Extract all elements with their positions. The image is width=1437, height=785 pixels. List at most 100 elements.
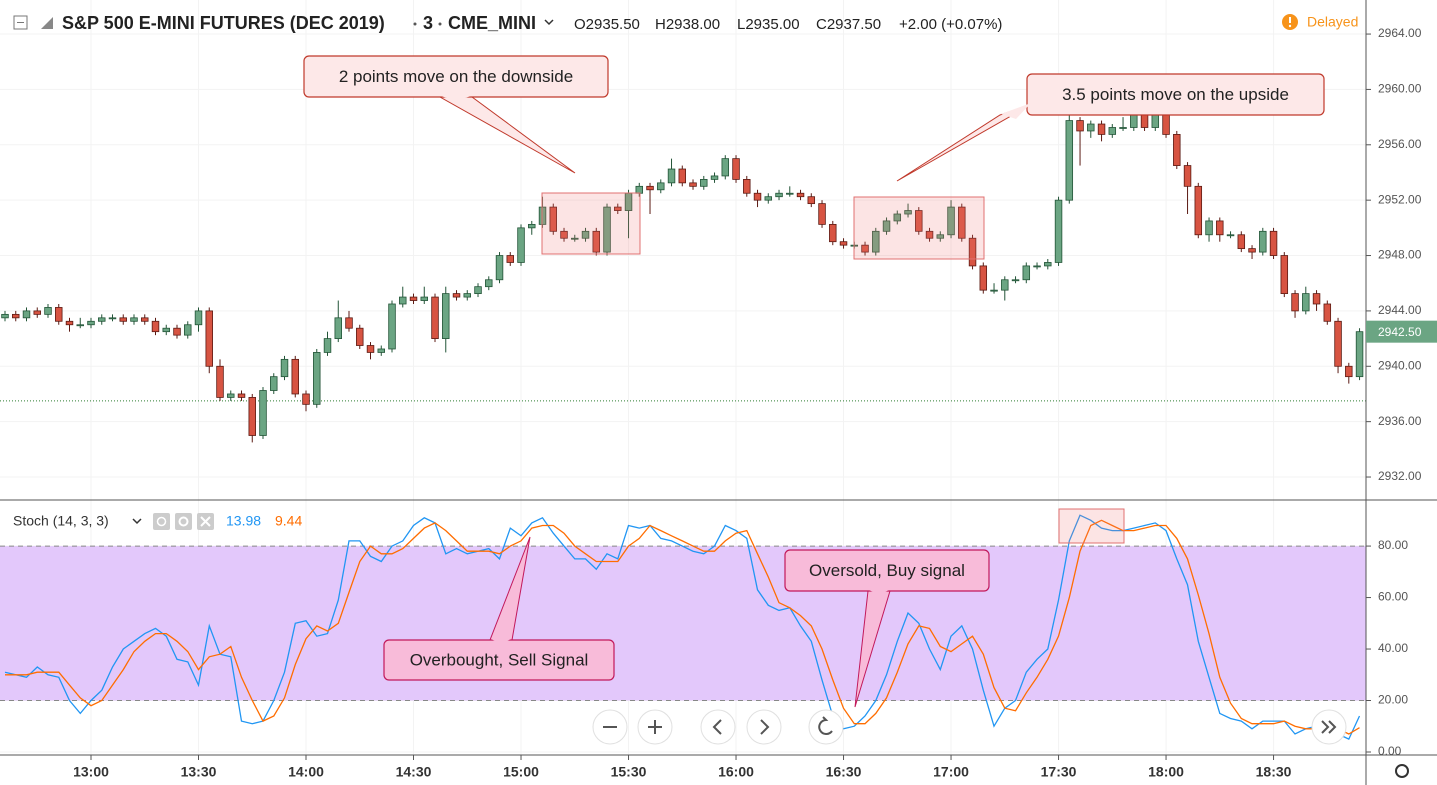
candle-body (1173, 134, 1181, 166)
candle-body (829, 223, 837, 243)
candle-body (291, 358, 299, 395)
candle-body (1183, 165, 1192, 187)
candle-body (334, 317, 342, 339)
k-value: 13.98 (226, 513, 261, 529)
x-tick-label: 16:30 (826, 764, 862, 780)
candle-body (528, 223, 536, 229)
candle-body (592, 230, 601, 253)
candle-body (549, 206, 558, 232)
candle-body (764, 196, 773, 201)
candle-body (936, 234, 945, 239)
header-low: L2935.00 (737, 16, 800, 33)
candle-body (1248, 248, 1256, 253)
candle-body (1130, 113, 1138, 128)
y-tick-label: 60.00 (1378, 590, 1408, 604)
candle-body (1044, 262, 1052, 267)
candle-body (1001, 279, 1009, 291)
candle-body (356, 327, 364, 346)
candle-body (119, 317, 127, 322)
candle-body (1054, 199, 1063, 263)
symbol-title[interactable]: S&P 500 E-MINI FUTURES (DEC 2019) (62, 13, 385, 33)
reset-button[interactable] (808, 709, 844, 745)
candle-body (87, 320, 95, 326)
candle-body (98, 317, 106, 322)
candle-body (1140, 113, 1149, 128)
candle-body (1259, 230, 1267, 253)
candle-body (313, 352, 321, 405)
y-tick-label: 40.00 (1378, 641, 1408, 655)
callout-join (441, 96, 471, 101)
x-tick-label: 14:30 (396, 764, 432, 780)
x-tick-label: 14:00 (288, 764, 324, 780)
highlight-box (541, 192, 641, 255)
candle-body (151, 320, 160, 333)
candle-body (1151, 113, 1160, 128)
candle-body (614, 206, 622, 211)
candle-body (259, 390, 267, 436)
scroll-left-button[interactable] (700, 709, 736, 745)
visibility-icon (156, 516, 167, 527)
candle-body (12, 313, 20, 319)
stoch-line (4, 514, 1361, 740)
candle-body (786, 192, 794, 195)
symbol-icon (41, 17, 53, 29)
candle-body (1194, 185, 1203, 236)
d-value: 9.44 (275, 513, 302, 529)
candle-body (280, 358, 289, 378)
candle-body (775, 192, 783, 198)
candle-body (377, 348, 385, 353)
x-tick-label: 13:00 (73, 764, 109, 780)
y-tick-label: 2960.00 (1378, 82, 1422, 96)
candle-body (581, 230, 590, 239)
header-close: C2937.50 (816, 16, 881, 33)
candle-body (194, 310, 203, 326)
settings-button[interactable] (175, 513, 192, 530)
candle-body (431, 296, 439, 339)
candle-body (893, 213, 902, 222)
indicator-title[interactable]: Stoch (14, 3, 3) (13, 513, 109, 529)
x-tick-label: 18:30 (1256, 764, 1292, 780)
candle-body (947, 206, 955, 236)
candle-body (1280, 255, 1289, 295)
candle-body (55, 307, 63, 322)
exchange[interactable]: CME_MINI (448, 13, 536, 33)
candle-body (237, 393, 246, 398)
candle-body (657, 182, 665, 191)
candle-body (979, 265, 988, 291)
y-tick-label: 2952.00 (1378, 192, 1422, 206)
candle-body (667, 168, 676, 184)
annotation: 2 points move on the downside (339, 67, 573, 86)
x-tick-label: 17:30 (1041, 764, 1077, 780)
zoom-in-icon (648, 720, 662, 734)
candle-body (162, 327, 170, 333)
candle-body (270, 376, 278, 391)
candle-body (915, 210, 923, 232)
candle-body (130, 317, 138, 322)
candle-body (1291, 293, 1299, 312)
collapse-icon[interactable] (13, 15, 28, 30)
candle-body (366, 345, 375, 353)
band-fill (0, 546, 1366, 701)
highlight-box (853, 196, 985, 260)
candle-body (861, 244, 869, 253)
candle-body (1087, 123, 1095, 132)
interval[interactable]: 3 (423, 13, 433, 33)
candle-body (495, 255, 504, 281)
x-tick-label: 18:00 (1148, 764, 1184, 780)
candle-body (33, 310, 41, 315)
scroll-right-button[interactable] (746, 709, 782, 745)
candle-body (710, 175, 719, 180)
candle-body (872, 230, 880, 253)
candle-body (904, 210, 912, 215)
candle-body (1022, 265, 1031, 281)
candle-body (646, 185, 654, 191)
callout-join (869, 590, 889, 595)
header-open: O2935.50 (574, 16, 640, 33)
settings-gear[interactable] (1395, 764, 1409, 778)
x-tick-label: 16:00 (718, 764, 754, 780)
candle-body (721, 158, 730, 177)
candle-body (1216, 220, 1224, 236)
y-tick-label: 2940.00 (1378, 358, 1422, 372)
visibility-button[interactable] (153, 513, 170, 530)
